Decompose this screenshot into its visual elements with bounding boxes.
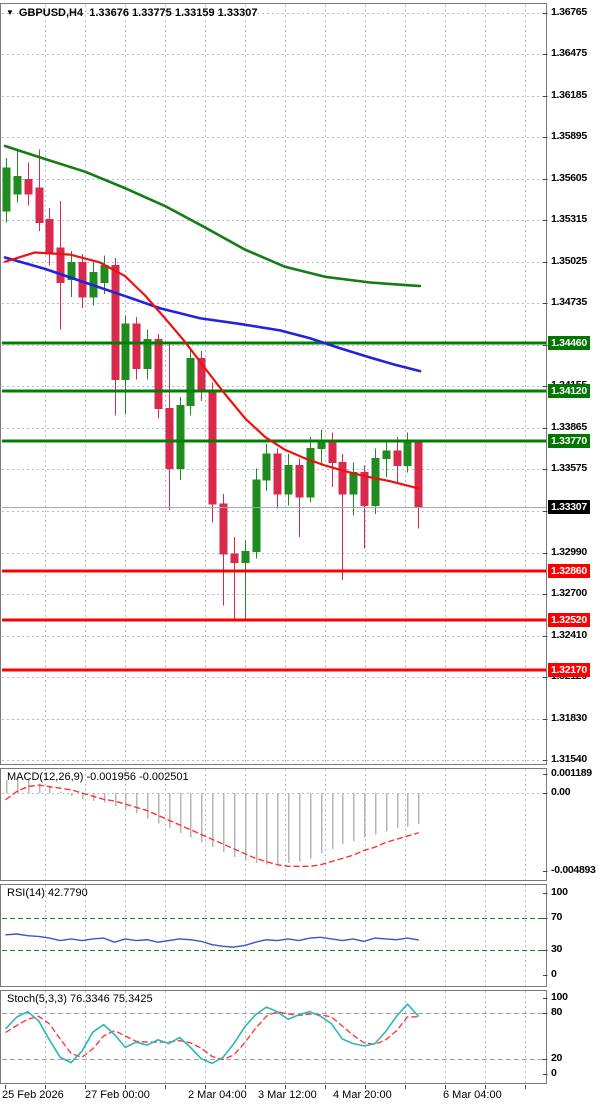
price-tick-label: 1.32990: [551, 546, 587, 558]
stoch-tick-label: 0: [551, 1067, 557, 1079]
macd-tick-label: -0.004893: [551, 864, 596, 876]
level-price-badge: 1.32520: [548, 613, 590, 627]
price-tick-label: 1.33575: [551, 462, 587, 474]
price-tick-label: 1.32700: [551, 587, 587, 599]
price-tick-label: 1.35895: [551, 130, 587, 142]
time-axis-label: 25 Feb 2026: [2, 1089, 64, 1101]
level-price-badge: 1.33770: [548, 434, 590, 448]
macd-canvas[interactable]: [0, 768, 548, 881]
stochastic-indicator-panel[interactable]: Stoch(5,3,3) 76.3346 75.3425: [0, 990, 548, 1084]
time-tick-mark: [325, 1085, 326, 1089]
time-axis-label: 2 Mar 04:00: [188, 1089, 247, 1101]
chart-title-text: GBPUSD,H4 1.33676 1.33775 1.33159 1.3330…: [18, 7, 258, 19]
rsi-header: RSI(14) 42.7790: [7, 887, 88, 899]
time-tick-mark: [485, 1085, 486, 1089]
time-tick-mark: [245, 1085, 246, 1089]
time-tick-mark: [5, 1085, 6, 1089]
price-tick-label: 1.36765: [551, 6, 587, 18]
level-price-badge: 1.32170: [548, 663, 590, 677]
time-axis[interactable]: 25 Feb 2026 27 Feb 00:00 2 Mar 04:00 3 Mar …: [0, 1085, 548, 1107]
level-price-badge: 1.34120: [548, 384, 590, 398]
price-tick-label: 1.31830: [551, 712, 587, 724]
time-tick-mark: [525, 1085, 526, 1089]
price-tick-label: 1.35605: [551, 172, 587, 184]
time-axis-label: 6 Mar 04:00: [443, 1089, 502, 1101]
macd-tick-label: 0.00: [551, 786, 571, 798]
symbol-dropdown-icon[interactable]: ▼: [6, 8, 14, 17]
time-tick-mark: [445, 1085, 446, 1089]
rsi-tick-label: 100: [551, 886, 568, 898]
level-price-badge: 1.32860: [548, 564, 590, 578]
price-tick-label: 1.32410: [551, 629, 587, 641]
time-tick-mark: [285, 1085, 286, 1089]
price-tick-label: 1.35315: [551, 213, 587, 225]
stoch-tick-label: 100: [551, 991, 568, 1003]
rsi-tick-label: 30: [551, 943, 563, 955]
time-tick-mark: [365, 1085, 366, 1089]
price-chart-canvas[interactable]: [0, 0, 548, 766]
current-price-badge: 1.33307: [548, 500, 590, 514]
stoch-tick-label: 80: [551, 1006, 563, 1018]
price-axis[interactable]: 1.36765 1.36475 1.36185 1.35895 1.35605 1.353…: [548, 0, 600, 1107]
rsi-tick-label: 70: [551, 911, 563, 923]
price-tick-label: 1.34735: [551, 296, 587, 308]
macd-indicator-panel[interactable]: MACD(12,26,9) -0.001956 -0.002501: [0, 768, 548, 881]
stochastic-canvas[interactable]: [0, 990, 548, 1084]
rsi-tick-label: 0: [551, 968, 557, 980]
chart-title: ▼ GBPUSD,H4 1.33676 1.33775 1.33159 1.33…: [6, 7, 257, 19]
stochastic-header: Stoch(5,3,3) 76.3346 75.3425: [7, 993, 153, 1005]
rsi-indicator-panel[interactable]: RSI(14) 42.7790: [0, 884, 548, 987]
time-axis-label: 4 Mar 20:00: [333, 1089, 392, 1101]
time-tick-mark: [125, 1085, 126, 1089]
time-axis-label: 3 Mar 12:00: [258, 1089, 317, 1101]
rsi-canvas[interactable]: [0, 884, 548, 987]
time-tick-mark: [205, 1085, 206, 1089]
price-tick-label: 1.36185: [551, 89, 587, 101]
time-tick-mark: [405, 1085, 406, 1089]
time-tick-mark: [85, 1085, 86, 1089]
macd-header: MACD(12,26,9) -0.001956 -0.002501: [7, 771, 189, 783]
price-tick-label: 1.31540: [551, 753, 587, 765]
price-tick-label: 1.35025: [551, 255, 587, 267]
time-tick-mark: [165, 1085, 166, 1089]
time-axis-label: 27 Feb 00:00: [85, 1089, 150, 1101]
stoch-tick-label: 20: [551, 1052, 563, 1064]
price-tick-label: 1.33865: [551, 421, 587, 433]
price-chart-panel[interactable]: [0, 0, 548, 766]
time-tick-mark: [45, 1085, 46, 1089]
level-price-badge: 1.34460: [548, 336, 590, 350]
macd-tick-label: 0.001189: [551, 767, 592, 779]
price-tick-label: 1.36475: [551, 47, 587, 59]
